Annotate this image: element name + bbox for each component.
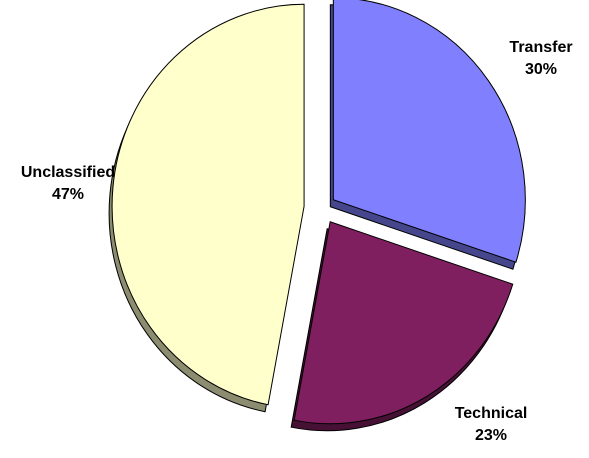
slice-label-unclassified: Unclassified 47% [21,164,115,203]
slice-label-name: Technical [455,405,528,422]
slice-label-technical: Technical 23% [455,405,528,444]
slice-label-name: Transfer [509,39,572,56]
slice-label-name: Unclassified [21,164,115,181]
slice-label-percent: 23% [475,427,507,444]
slice-unclassified [111,3,305,406]
slice-technical [293,221,514,425]
slice-label-percent: 30% [525,61,557,78]
slice-label-percent: 47% [52,186,84,203]
pie-slices [111,0,526,425]
slice-label-transfer: Transfer 30% [509,39,572,78]
slice-transfer [332,0,526,263]
pie-labels: Transfer 30% Technical 23% Unclassified 47% [21,39,573,444]
